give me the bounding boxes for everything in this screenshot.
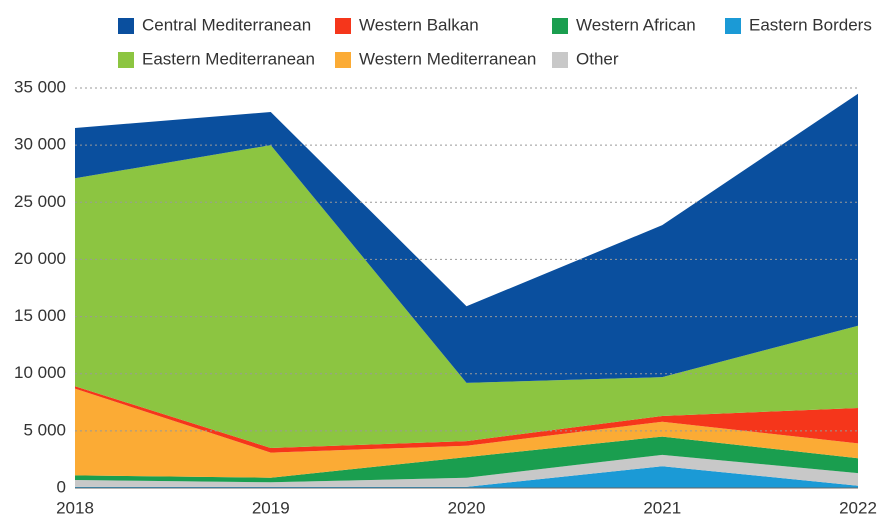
x-tick-label: 2022 bbox=[839, 498, 877, 517]
x-tick-label: 2020 bbox=[448, 498, 486, 517]
x-tick-label: 2019 bbox=[252, 498, 290, 517]
area bbox=[75, 145, 858, 448]
legend-label: Western African bbox=[576, 15, 696, 34]
legend-swatch bbox=[118, 52, 134, 68]
area bbox=[75, 388, 858, 478]
x-tick-label: 2021 bbox=[643, 498, 681, 517]
legend-label: Other bbox=[576, 49, 619, 68]
legend-swatch bbox=[335, 52, 351, 68]
y-tick-label: 35 000 bbox=[14, 77, 66, 96]
area bbox=[75, 466, 858, 488]
y-tick-label: 15 000 bbox=[14, 306, 66, 325]
legend-swatch bbox=[552, 52, 568, 68]
legend-swatch bbox=[335, 18, 351, 34]
x-tick-label: 2018 bbox=[56, 498, 94, 517]
y-tick-label: 20 000 bbox=[14, 249, 66, 268]
area bbox=[75, 436, 858, 483]
y-tick-label: 25 000 bbox=[14, 192, 66, 211]
legend-swatch bbox=[118, 18, 134, 34]
legend-label: Western Balkan bbox=[359, 15, 479, 34]
y-tick-label: 0 bbox=[57, 477, 66, 496]
y-tick-label: 5 000 bbox=[23, 420, 66, 439]
y-tick-label: 30 000 bbox=[14, 135, 66, 154]
legend-label: Western Mediterranean bbox=[359, 49, 536, 68]
area bbox=[75, 454, 858, 487]
legend-swatch bbox=[725, 18, 741, 34]
legend-label: Eastern Borders bbox=[749, 15, 872, 34]
y-tick-label: 10 000 bbox=[14, 363, 66, 382]
area bbox=[75, 93, 858, 383]
legend-swatch bbox=[552, 18, 568, 34]
legend-label: Eastern Mediterranean bbox=[142, 49, 315, 68]
area bbox=[75, 386, 858, 453]
legend-label: Central Mediterranean bbox=[142, 15, 311, 34]
